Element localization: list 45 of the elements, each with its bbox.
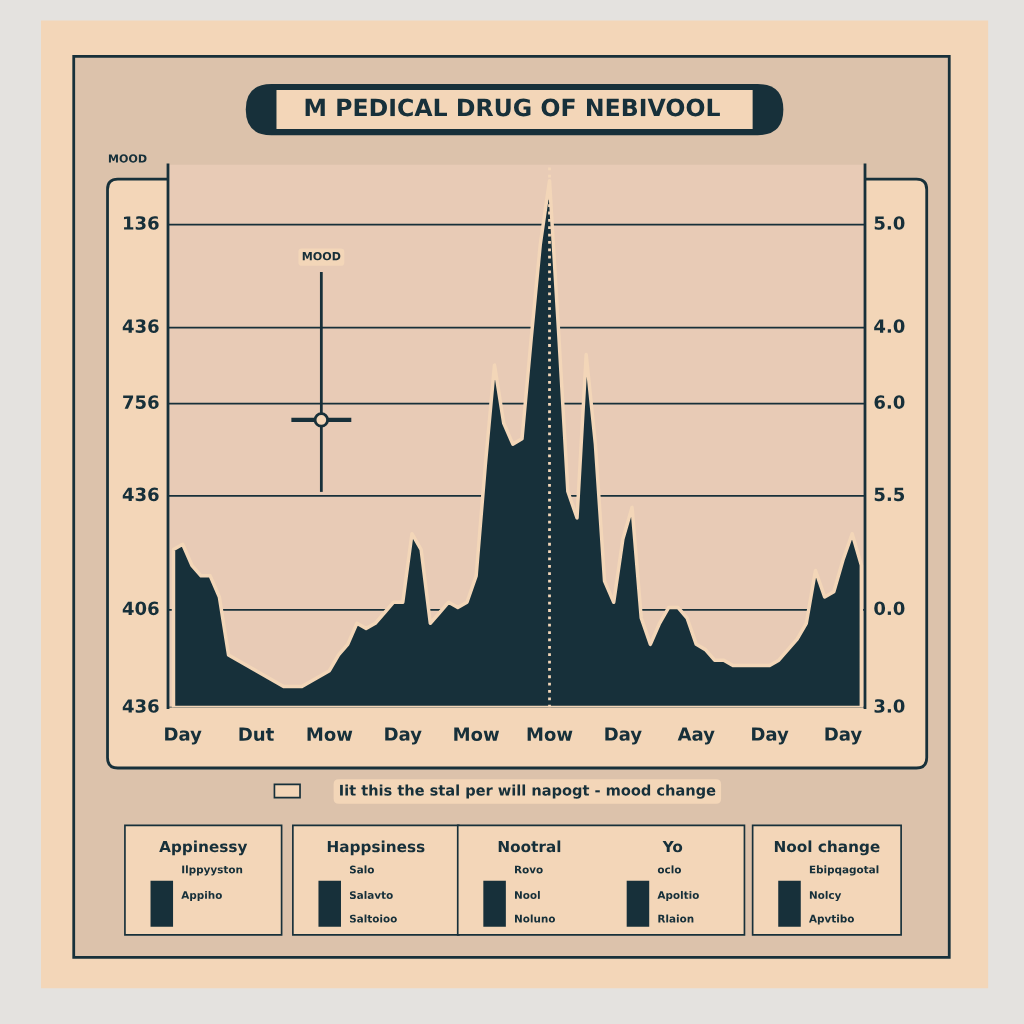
text: Appiho [181,890,222,902]
text: Noluno [515,914,556,923]
text: 406 [122,601,159,616]
text: Ebipqagotal [809,865,879,876]
x-tick-label: Day [165,727,202,745]
text: Nool [515,890,540,900]
text: 4.0 [874,319,905,333]
text: Nool change [774,840,880,856]
text: Salo [349,865,374,874]
text: Ilppyyston [182,865,243,876]
x-tick-label: Day [825,727,862,745]
x-tick-label: Day [605,727,642,745]
text: 5.5 [874,487,905,502]
chart-title: M PEDICAL DRUG OF NEBIVOOL [305,98,720,117]
text: oclo [657,865,682,874]
x-tick-label: Mow [307,727,353,741]
text: Apvtibo [809,914,854,925]
text: 756 [123,395,159,409]
text: Iit this the stal per will napogt - mood change [340,784,716,799]
text: Rlaion [658,914,694,923]
text: Nootral [498,840,561,853]
x-tick-label: Day [385,727,422,745]
text: Appinessy [159,840,248,856]
text: Salavto [349,890,393,900]
x-tick-label: Mow [527,727,573,741]
text: 136 [123,216,159,230]
text: 436 [122,699,159,713]
text: 5.0 [874,216,905,230]
text: Yo [662,840,683,853]
x-tick-label: Day [752,727,789,745]
text: Happsiness [327,840,425,856]
y-axis-title: MOOD [108,154,147,163]
x-tick-label: Aay [677,727,715,745]
text: 0.0 [874,601,905,616]
text: 436 [122,487,159,502]
annotation: MOOD [302,251,341,261]
text: Apoltio [657,890,699,902]
text: 3.0 [874,699,905,713]
text: Rovo [515,865,543,874]
text: 6.0 [874,395,905,409]
text: 436 [122,319,159,333]
text: Nolcy [809,890,842,902]
x-tick-label: Dut [239,727,274,741]
text: Saltoioo [349,914,397,923]
x-tick-label: Mow [454,727,500,741]
